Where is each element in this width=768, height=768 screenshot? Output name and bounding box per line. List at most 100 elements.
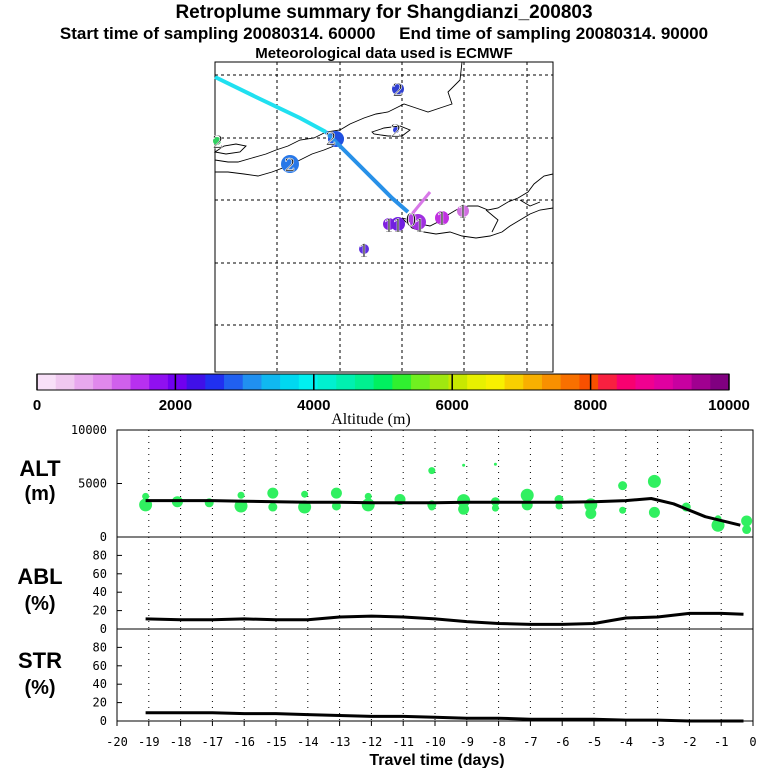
abl-panel-label: ABL [17, 564, 62, 589]
altitude-point [298, 500, 312, 514]
plume-label: 1 [436, 209, 447, 230]
x-tick-label: -17 [202, 735, 224, 749]
y-tick-label: 60 [93, 659, 107, 673]
altitude-point [428, 503, 436, 511]
plume-label: 2 [392, 80, 403, 101]
altitude-point [520, 488, 534, 502]
colorbar-swatch [579, 374, 599, 390]
altitude-point [364, 492, 372, 500]
plume-label: 1 [392, 216, 403, 237]
plume-tracks [214, 75, 432, 215]
y-tick-label: 40 [93, 677, 107, 691]
y-tick-label: 0 [100, 714, 107, 728]
colorbar-swatch [429, 374, 449, 390]
colorbar-swatch [598, 374, 618, 390]
colorbar-swatch [523, 374, 543, 390]
colorbar-swatch [635, 374, 655, 390]
plume-label: 2 [212, 132, 223, 153]
y-tick-label: 80 [93, 640, 107, 654]
series-line [145, 497, 741, 527]
y-tick-label: 20 [93, 696, 107, 710]
abl-panel: 0 20 40 60 80 [93, 536, 754, 636]
chart-title: Retroplume summary for Shangdianzi_20080… [175, 2, 593, 23]
altitude-point [647, 474, 661, 488]
altitude-point [361, 498, 375, 512]
altitude-point [458, 503, 470, 515]
x-tick-label: -3 [650, 735, 664, 749]
x-axis-label: Travel time (days) [369, 752, 504, 768]
altitude-point [428, 467, 436, 475]
altitude-point [301, 490, 309, 498]
plume-circles [213, 83, 469, 254]
colorbar-swatch [242, 374, 262, 390]
plume-circle [359, 244, 369, 254]
colorbar-title: Altitude (m) [331, 411, 411, 428]
plume-circle [407, 213, 417, 223]
altitude-point [237, 491, 245, 499]
x-tick-label: -20 [106, 735, 128, 749]
plume-label: 2 [325, 129, 336, 150]
coastlines [213, 61, 554, 239]
altitude-point [742, 525, 752, 535]
altitude-point [234, 499, 248, 513]
plume-label: 0 [405, 210, 416, 231]
plume-track-upper [214, 75, 327, 134]
plume-track-recent [410, 191, 432, 215]
colorbar-swatch [280, 374, 300, 390]
plume-label: 1 [414, 216, 425, 237]
altitude-point [619, 506, 627, 514]
plume-label: 2 [390, 121, 401, 142]
plume-track-lower [324, 130, 410, 214]
plume-circle [281, 155, 299, 173]
alt-panel: 0 5000 10000 [71, 423, 754, 544]
y-tick-label: 60 [93, 567, 107, 581]
altitude-point [493, 462, 497, 466]
colorbar-swatch [467, 374, 487, 390]
colorbar-swatch [485, 374, 506, 390]
alt-panel-unit: (m) [24, 483, 55, 505]
colorbar-swatch [654, 374, 674, 390]
colorbar-swatch [373, 374, 393, 390]
colorbar-swatch [317, 374, 337, 390]
colorbar-swatch [504, 374, 524, 390]
map-gridlines [215, 62, 553, 372]
series-line [145, 611, 744, 626]
x-tick-label: -18 [170, 735, 192, 749]
alt-panel-label: ALT [19, 456, 61, 481]
plume-circle [435, 211, 449, 225]
altitude-point [585, 507, 597, 519]
altitude-point [555, 502, 563, 510]
x-tick-label: -15 [265, 735, 287, 749]
x-tick-label: -4 [619, 735, 633, 749]
y-tick-label: 10000 [71, 423, 107, 437]
time-series-panels: 0 5000 10000 0 20 40 60 80 0 20 40 60 80 ALT (m) A… [17, 423, 756, 768]
colorbar-swatch [448, 374, 468, 390]
colorbar-tick-label: 0 [33, 397, 41, 414]
x-tick-label: 0 [749, 735, 756, 749]
x-tick-label: -12 [361, 735, 383, 749]
altitude-point [491, 504, 499, 512]
str-panel-unit: (%) [24, 677, 55, 699]
x-tick-label: -9 [460, 735, 474, 749]
colorbar-ticks: 0 2000 4000 6000 8000 10000 [33, 374, 750, 414]
series-line [145, 711, 744, 723]
colorbar-swatch [205, 374, 225, 390]
colorbar-swatch [560, 374, 580, 390]
colorbar-swatch [411, 374, 431, 390]
colorbar-swatch [298, 374, 319, 390]
altitude-point [457, 494, 471, 508]
colorbar-swatch [74, 374, 94, 390]
colorbar-swatch [167, 374, 188, 390]
altitude-point [462, 463, 466, 467]
colorbar-swatch [130, 374, 150, 390]
map-frame [214, 61, 554, 373]
altitude-point [267, 487, 279, 499]
abl-panel-unit: (%) [24, 593, 55, 615]
altitude-point [142, 492, 150, 500]
colorbar-swatch [541, 374, 562, 390]
x-tick-label: -11 [392, 735, 414, 749]
plume-label: 1 [358, 241, 369, 262]
colorbar-tick-label: 8000 [574, 397, 607, 414]
plume-circle [392, 83, 404, 95]
